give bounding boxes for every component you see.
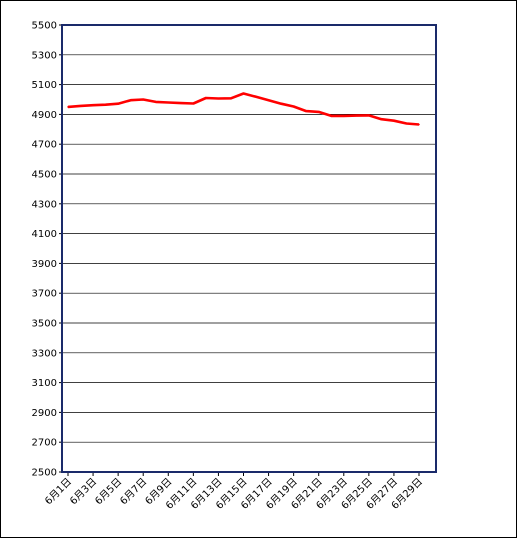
y-tick-label: 3500 (32, 319, 57, 330)
y-tick-label: 5500 (32, 21, 57, 32)
data-point (317, 111, 320, 113)
plot-area-border (61, 24, 437, 473)
data-point (292, 105, 295, 108)
x-tick-label: 6月3日 (68, 476, 100, 508)
x-axis: 6月1日6月3日6月5日6月7日6月9日6月11日6月13日6月15日6月17日… (42, 472, 425, 512)
data-point (305, 110, 308, 112)
y-tick-label: 4300 (32, 199, 57, 210)
data-point (217, 97, 220, 100)
data-point (192, 102, 195, 105)
data-point (92, 104, 94, 106)
y-tick-label: 4500 (32, 170, 57, 181)
data-point (280, 102, 282, 105)
data-point (205, 97, 207, 99)
y-tick-label: 2900 (32, 408, 57, 419)
data-point (355, 114, 358, 117)
data-point (142, 98, 144, 101)
y-tick-label: 4700 (32, 140, 57, 151)
y-tick-label: 5100 (32, 80, 57, 91)
data-point (380, 118, 383, 120)
y-tick-label: 4900 (32, 110, 57, 121)
data-point (155, 101, 157, 103)
data-point (343, 115, 345, 117)
data-point (129, 99, 132, 101)
data-point (255, 96, 257, 98)
y-tick-label: 2500 (32, 468, 57, 479)
y-tick-label: 5300 (32, 50, 57, 61)
data-point (104, 103, 107, 106)
data-point (79, 105, 82, 107)
y-axis: 2500 2700 2900 3100 3300 3500 3700 3900 4100 4300… (32, 21, 62, 479)
y-tick-label: 3100 (32, 378, 57, 389)
x-tick-label: 6月1日 (42, 476, 74, 508)
data-point (330, 115, 333, 117)
data-point (405, 122, 408, 125)
data-point (418, 123, 420, 126)
data-point (368, 114, 370, 117)
y-tick-label: 4100 (32, 229, 57, 240)
data-point (167, 101, 170, 104)
y-tick-label: 3900 (32, 259, 57, 270)
y-tick-label: 2700 (32, 438, 57, 449)
x-tick-label: 6月5日 (93, 476, 125, 508)
gridlines (62, 54, 436, 443)
data-point (117, 102, 119, 105)
data-point (230, 97, 232, 100)
data-point (242, 92, 245, 95)
data-point (67, 106, 69, 108)
x-tick-label: 6月7日 (118, 476, 150, 508)
data-point (267, 99, 270, 101)
data-point (393, 119, 395, 122)
y-tick-label: 3300 (32, 348, 57, 359)
data-point (180, 102, 182, 104)
series-layer (67, 92, 420, 126)
series-line (67, 92, 420, 126)
y-tick-label: 3700 (32, 289, 57, 300)
